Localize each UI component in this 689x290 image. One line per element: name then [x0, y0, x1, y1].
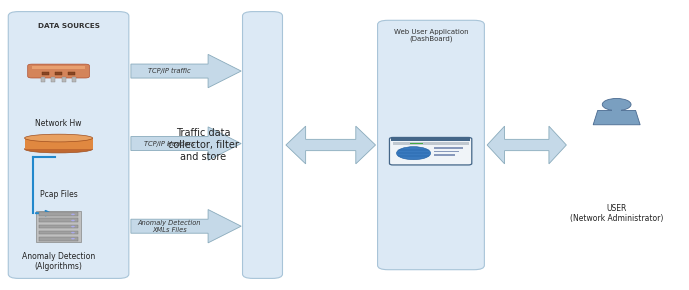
FancyBboxPatch shape — [8, 12, 129, 278]
Text: Network Hw: Network Hw — [35, 119, 82, 128]
Text: Web User Application
(DashBoard): Web User Application (DashBoard) — [393, 29, 469, 43]
Text: Anomaly Detection
(Algorithms): Anomaly Detection (Algorithms) — [22, 252, 95, 271]
FancyBboxPatch shape — [389, 137, 472, 165]
Bar — [25, 138, 92, 149]
Circle shape — [71, 232, 75, 233]
Polygon shape — [487, 126, 566, 164]
Polygon shape — [131, 127, 241, 160]
Bar — [51, 77, 55, 82]
Bar — [42, 72, 49, 75]
Bar — [434, 147, 463, 149]
Circle shape — [71, 214, 75, 215]
Bar — [72, 77, 76, 82]
Bar — [410, 143, 423, 144]
Text: Traffic data
collector, filter
and store: Traffic data collector, filter and store — [168, 128, 238, 162]
Bar — [612, 108, 621, 111]
Polygon shape — [131, 55, 241, 88]
Ellipse shape — [25, 134, 92, 142]
Bar — [68, 72, 75, 75]
Polygon shape — [593, 110, 640, 125]
Ellipse shape — [396, 147, 431, 160]
Text: TCP/IP traffic: TCP/IP traffic — [148, 68, 191, 74]
Polygon shape — [286, 126, 376, 164]
Polygon shape — [131, 209, 241, 243]
Bar — [39, 224, 79, 229]
FancyBboxPatch shape — [243, 12, 282, 278]
Bar — [434, 151, 459, 153]
Circle shape — [71, 226, 75, 227]
Bar — [39, 237, 79, 240]
Text: TCP/IP Headers: TCP/IP Headers — [144, 141, 195, 146]
Ellipse shape — [25, 145, 92, 153]
Bar — [55, 72, 62, 75]
Bar — [393, 142, 469, 145]
Bar — [434, 154, 455, 156]
Bar — [39, 218, 79, 222]
Text: DATA SOURCES: DATA SOURCES — [38, 23, 99, 29]
Circle shape — [71, 220, 75, 221]
Text: Anomaly Detection
XMLs Files: Anomaly Detection XMLs Files — [138, 220, 201, 233]
Text: Pcap Files: Pcap Files — [40, 190, 77, 199]
Circle shape — [71, 238, 75, 240]
Bar — [39, 231, 79, 234]
Bar — [37, 211, 81, 242]
Circle shape — [602, 99, 631, 110]
FancyBboxPatch shape — [378, 20, 484, 270]
Bar — [32, 66, 85, 69]
Bar — [41, 77, 45, 82]
Bar — [39, 212, 79, 216]
Bar — [391, 138, 471, 141]
FancyBboxPatch shape — [28, 64, 90, 78]
Bar — [62, 77, 66, 82]
Text: USER
(Network Administrator): USER (Network Administrator) — [570, 204, 664, 223]
